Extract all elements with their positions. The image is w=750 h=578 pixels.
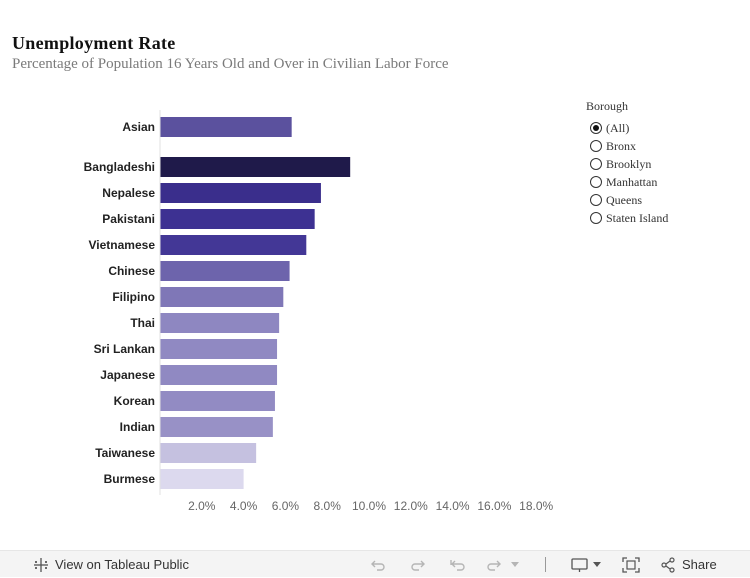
bar-chart: Asian Bangladeshi Nepalese Pakistani Vietnam… [84,110,554,513]
bar-pakistani[interactable] [160,209,315,229]
option-label: Staten Island [606,210,669,225]
category-label: Filipino [112,290,155,304]
redo-button[interactable] [410,551,426,578]
x-tick-label: 2.0% [188,499,216,513]
x-tick-label: 12.0% [394,499,428,513]
chart-subtitle: Percentage of Population 16 Years Old an… [12,56,449,72]
x-tick-label: 8.0% [314,499,342,513]
radio-icon[interactable] [590,122,602,134]
category-label: Indian [120,420,155,434]
borough-filter: Borough (All) Bronx Brooklyn Manhattan Queen… [586,99,668,227]
undo-button[interactable] [370,551,386,578]
borough-options: (All) Bronx Brooklyn Manhattan Queens Staten … [586,119,668,227]
borough-option[interactable]: Brooklyn [586,155,668,173]
refresh-icon [485,557,503,573]
radio-icon[interactable] [590,140,602,152]
chevron-down-icon [593,561,601,568]
option-label: Bronx [606,138,636,153]
chevron-down-icon [511,561,519,568]
bar-chinese[interactable] [160,261,290,281]
category-label: Asian [122,120,155,134]
category-label: Korean [114,394,155,408]
category-label: Chinese [108,264,155,278]
borough-option[interactable]: Bronx [586,137,668,155]
bar-korean[interactable] [160,391,275,411]
bar-thai[interactable] [160,313,280,333]
radio-icon[interactable] [590,194,602,206]
bar-burmese[interactable] [160,469,244,489]
option-label: Brooklyn [606,156,652,171]
category-label: Thai [130,316,155,330]
revert-icon [449,557,467,573]
category-label: Bangladeshi [84,160,155,174]
view-on-tableau-label: View on Tableau Public [55,557,189,572]
share-icon [660,556,676,573]
tableau-logo-icon [33,557,49,573]
x-tick-label: 4.0% [230,499,258,513]
filter-title: Borough [586,99,628,113]
toolbar-divider [545,557,546,572]
pause-refresh-button[interactable] [485,551,519,578]
monitor-icon [571,557,589,573]
x-tick-label: 16.0% [477,499,511,513]
category-label: Burmese [104,472,156,486]
option-label: (All) [606,120,630,135]
x-tick-label: 18.0% [519,499,553,513]
bar-japanese[interactable] [160,365,278,385]
x-tick-label: 6.0% [272,499,300,513]
bar-filipino[interactable] [160,287,284,307]
undo-icon [370,557,386,573]
bar-vietnamese[interactable] [160,235,307,255]
category-label: Sri Lankan [94,342,155,356]
category-label: Taiwanese [95,446,155,460]
redo-icon [410,557,426,573]
fullscreen-button[interactable] [622,551,640,578]
bar-sri-lankan[interactable] [160,339,278,359]
category-label: Vietnamese [89,238,156,252]
option-label: Manhattan [606,174,658,189]
share-label: Share [682,557,717,572]
borough-option[interactable]: Queens [586,191,668,209]
category-label: Pakistani [102,212,155,226]
share-button[interactable]: Share [660,551,717,578]
radio-icon[interactable] [590,158,602,170]
bar-nepalese[interactable] [160,183,321,203]
x-tick-label: 10.0% [352,499,386,513]
borough-option[interactable]: Manhattan [586,173,668,191]
radio-icon[interactable] [590,212,602,224]
borough-option[interactable]: (All) [586,119,668,137]
tableau-toolbar: View on Tableau Public [0,550,750,577]
bar-bangladeshi[interactable] [160,157,351,177]
view-on-tableau-public-button[interactable]: View on Tableau Public [33,551,189,578]
bar-indian[interactable] [160,417,273,437]
borough-option[interactable]: Staten Island [586,209,668,227]
x-tick-label: 14.0% [436,499,470,513]
bar-taiwanese[interactable] [160,443,257,463]
option-label: Queens [606,192,642,207]
chart-title: Unemployment Rate [12,33,176,53]
revert-button[interactable] [449,551,467,578]
bar-asian[interactable] [160,117,292,137]
fullscreen-icon [622,556,640,573]
device-layout-button[interactable] [571,551,601,578]
radio-icon[interactable] [590,176,602,188]
category-label: Nepalese [102,186,155,200]
category-label: Japanese [100,368,155,382]
